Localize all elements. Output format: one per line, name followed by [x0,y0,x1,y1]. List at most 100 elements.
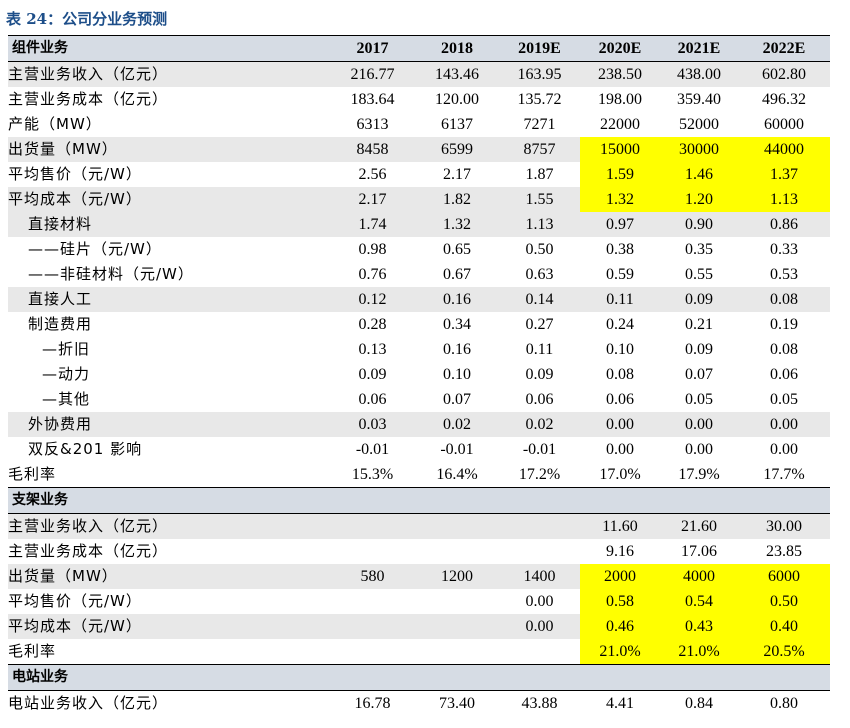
value-cell: 1400 [499,564,580,589]
forecast-table: 组件业务 2017 2018 2019E 2020E 2021E 2022E 主… [8,35,830,716]
value-cell: 0.67 [443,266,471,283]
value-cell: 0.09 [660,287,738,312]
value-cell: 0.11 [580,287,660,312]
value-cell: 0.16 [443,341,471,358]
value-cell: 15000 [580,137,660,162]
section-header: 支架业务 [8,487,830,514]
row-label: 产能（MW） [8,115,102,133]
value-cell: 0.00 [685,441,713,458]
value-cell: 0.27 [525,316,554,333]
table-row: 制造费用 0.28 0.34 0.27 0.24 0.21 0.19 [8,312,830,337]
value-cell: 0.05 [685,391,713,408]
value-cell: 0.50 [525,241,554,258]
value-cell: 1.37 [738,162,830,187]
value-cell: 1.32 [580,187,660,212]
value-cell: 0.09 [685,341,713,358]
table-row: 主营业务收入（亿元） 11.60 21.60 30.00 [8,513,830,539]
value-cell: 1.59 [580,162,660,187]
value-cell: 17.0% [599,466,641,483]
value-cell: 438.00 [660,61,738,87]
value-cell [415,589,499,614]
value-cell: 0.00 [499,614,580,639]
value-cell: 52000 [679,116,719,133]
header-cell: 组件业务 [8,35,330,62]
row-label: 平均成本（元/W） [8,187,330,212]
value-cell: 0.09 [525,366,554,383]
value-cell: -0.01 [522,441,557,458]
value-cell: 21.60 [660,513,738,539]
value-cell: 44000 [738,137,830,162]
value-cell: 1.13 [738,187,830,212]
value-cell [499,539,580,564]
value-cell: 20.5% [738,639,830,665]
value-cell: 1.32 [415,212,499,237]
value-cell: 0.10 [606,341,634,358]
row-label: 制造费用 [28,315,93,333]
value-cell: 0.00 [770,441,798,458]
table-row: ——非硅材料（元/W） 0.76 0.67 0.63 0.59 0.55 0.53 [8,262,830,287]
value-cell: 0.84 [685,695,713,712]
value-cell: 0.08 [738,287,830,312]
value-cell: 143.46 [415,61,499,87]
row-label: 毛利率 [8,465,57,483]
value-cell: 0.28 [358,316,387,333]
row-label: 主营业务成本（亿元） [8,90,169,108]
value-cell: 0.11 [525,341,554,358]
value-cell: 7271 [523,116,556,133]
table-row: 主营业务收入（亿元） 216.77 143.46 163.95 238.50 438.00… [8,61,830,87]
table-row: 毛利率 21.0% 21.0% 20.5% [8,639,830,665]
value-cell: 43.88 [521,695,558,712]
value-cell: 2000 [580,564,660,589]
table-row: 直接人工 0.12 0.16 0.14 0.11 0.09 0.08 [8,287,830,312]
value-cell: 216.77 [330,61,415,87]
table-row: 平均售价（元/W） 0.00 0.58 0.54 0.50 [8,589,830,614]
value-cell: 0.50 [738,589,830,614]
value-cell: 4000 [660,564,738,589]
value-cell: 0.00 [738,412,830,437]
row-label: 外协费用 [8,412,330,437]
value-cell: 21.0% [580,639,660,665]
header-cell: 2019E [499,35,580,62]
row-label: —其他 [42,390,91,408]
row-label: 主营业务成本（亿元） [8,542,169,560]
value-cell: -0.01 [355,441,390,458]
row-label: 电站业务收入（亿元） [8,694,169,712]
value-cell: 580 [330,564,415,589]
value-cell: 0.65 [443,241,471,258]
value-cell: 0.02 [499,412,580,437]
row-label: ——非硅材料（元/W） [28,265,194,283]
row-label: 双反&201 影响 [28,440,143,458]
table-row: —其他 0.06 0.07 0.06 0.06 0.05 0.05 [8,387,830,412]
value-cell: -0.01 [440,441,474,458]
value-cell: 22000 [600,116,640,133]
value-cell: 0.59 [606,266,634,283]
table-row: 主营业务成本（亿元） 183.64 120.00 135.72 198.00 359.40… [8,87,830,112]
value-cell: 16.4% [436,466,478,483]
value-cell: 0.46 [580,614,660,639]
value-cell: 30000 [660,137,738,162]
value-cell: 0.58 [580,589,660,614]
table-row: 平均售价（元/W） 2.56 2.17 1.87 1.59 1.46 1.37 [8,162,830,187]
row-label: 出货量（MW） [8,137,330,162]
value-cell: 163.95 [499,61,580,87]
value-cell: 1.55 [499,187,580,212]
value-cell: 17.7% [763,466,805,483]
value-cell: 0.43 [660,614,738,639]
section-header-row: 电站业务 [8,664,830,691]
row-label: 平均成本（元/W） [8,614,330,639]
table-row: 毛利率 15.3% 16.4% 17.2% 17.0% 17.9% 17.7% [8,462,830,488]
value-cell: 23.85 [766,543,802,560]
value-cell: 17.9% [678,466,720,483]
value-cell [330,614,415,639]
value-cell: 6599 [415,137,499,162]
row-label: 直接材料 [8,212,330,237]
value-cell [330,589,415,614]
value-cell: 0.07 [443,391,471,408]
value-cell: 0.06 [358,391,387,408]
value-cell: 0.08 [606,366,634,383]
row-label: 主营业务收入（亿元） [8,61,330,87]
value-cell: 60000 [764,116,804,133]
value-cell: 0.54 [660,589,738,614]
value-cell: 1.13 [499,212,580,237]
row-label: 直接人工 [8,287,330,312]
